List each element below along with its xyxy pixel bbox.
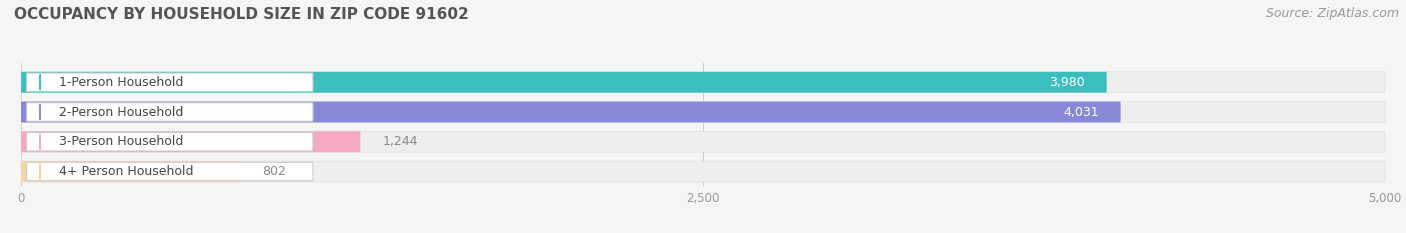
Text: 802: 802 (262, 165, 285, 178)
FancyBboxPatch shape (21, 131, 360, 152)
FancyBboxPatch shape (21, 102, 1385, 122)
Text: OCCUPANCY BY HOUSEHOLD SIZE IN ZIP CODE 91602: OCCUPANCY BY HOUSEHOLD SIZE IN ZIP CODE … (14, 7, 468, 22)
FancyBboxPatch shape (21, 72, 1107, 93)
Text: 3-Person Household: 3-Person Household (59, 135, 184, 148)
Text: 2-Person Household: 2-Person Household (59, 106, 184, 119)
FancyBboxPatch shape (27, 162, 314, 181)
FancyBboxPatch shape (21, 131, 1385, 152)
Text: 1,244: 1,244 (382, 135, 418, 148)
FancyBboxPatch shape (27, 133, 314, 151)
Text: 4+ Person Household: 4+ Person Household (59, 165, 194, 178)
FancyBboxPatch shape (21, 161, 1385, 182)
Text: Source: ZipAtlas.com: Source: ZipAtlas.com (1265, 7, 1399, 20)
Text: 3,980: 3,980 (1049, 76, 1085, 89)
FancyBboxPatch shape (21, 72, 1385, 93)
FancyBboxPatch shape (21, 161, 240, 182)
Text: 1-Person Household: 1-Person Household (59, 76, 184, 89)
FancyBboxPatch shape (27, 103, 314, 121)
FancyBboxPatch shape (27, 73, 314, 92)
FancyBboxPatch shape (21, 102, 1121, 122)
Text: 4,031: 4,031 (1063, 106, 1098, 119)
